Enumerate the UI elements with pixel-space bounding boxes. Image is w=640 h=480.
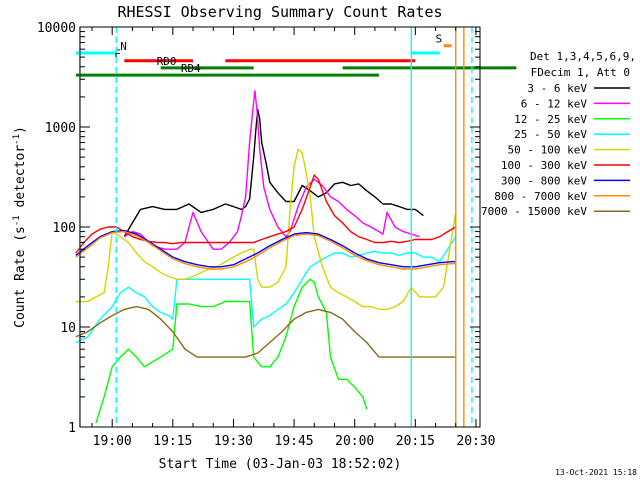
render-timestamp: 13-Oct-2021 15:18 [555,468,637,477]
legend-entry-label-2: 12 - 25 keV [514,113,587,126]
series-line-5 [75,174,457,254]
instrument-state-bars: NF RD0 RD4 S [75,33,517,77]
x-tick-label-0: 19:00 [93,434,132,449]
y-axis-label-part: ) [13,126,28,134]
x-tick-label-6: 20:30 [456,434,495,449]
legend-entry-label-8: 7000 - 15000 keV [481,205,587,218]
y-axis-ticks: 1 10 100 1000 10000 [37,21,480,436]
y-tick-label-2: 100 [53,221,76,236]
x-tick-label-1: 19:15 [153,434,192,449]
legend-entry-label-0: 3 - 6 keV [527,82,587,95]
x-axis-ticks: 19:00 19:15 19:30 19:45 20:00 20:15 20:30 [91,27,496,449]
legend-entry-label-5: 100 - 300 keV [501,159,587,172]
y-tick-label-1: 10 [60,321,76,336]
legend-header-decimation: FDecim 1, Att 0 [531,66,630,79]
series-line-1 [123,90,420,250]
state-bar-label-4: RD4 [181,62,201,75]
legend: Det 1,3,4,5,6,9, FDecim 1, Att 0 3 - 6 k… [481,50,636,218]
state-bar-label-5: S [436,33,443,46]
series-line-0 [123,108,424,238]
y-axis-label: Count Rate (s-1 detector-1) [12,126,28,328]
series-line-3 [75,236,457,344]
legend-entry-label-6: 300 - 800 keV [501,174,587,187]
y-tick-label-0: 1 [68,421,76,436]
legend-entry-label-7: 800 - 7000 keV [494,190,587,203]
state-bar-label-3: RD0 [157,55,177,68]
series-line-8 [75,305,456,358]
x-tick-label-5: 20:15 [396,434,435,449]
series-line-6 [75,229,456,268]
x-axis-label: Start Time (03-Jan-03 18:52:02) [159,457,402,472]
chart-title: RHESSI Observing Summary Count Rates [117,3,442,21]
x-tick-label-4: 20:00 [335,434,374,449]
legend-header-detectors: Det 1,3,4,5,6,9, [530,50,636,63]
state-bar-label-0: N [120,40,127,53]
legend-entry-label-1: 6 - 12 keV [521,97,588,110]
series-layer [75,90,457,424]
state-bar-label-2: F [114,48,121,61]
x-tick-label-3: 19:45 [275,434,314,449]
y-axis-label-exponent: -1 [12,134,22,145]
legend-entry-label-3: 25 - 50 keV [514,128,587,141]
x-tick-label-2: 19:30 [214,434,253,449]
y-axis-label-part: Count Rate (s [13,226,28,328]
series-line-4 [75,148,457,311]
y-tick-label-4: 10000 [37,21,76,36]
y-axis-label-part: detector [13,145,28,216]
series-line-7 [75,230,456,270]
legend-entry-label-4: 50 - 100 keV [508,144,588,157]
y-axis-label-exponent: -1 [12,215,22,226]
series-line-2 [95,278,368,424]
y-tick-label-3: 1000 [45,121,76,136]
